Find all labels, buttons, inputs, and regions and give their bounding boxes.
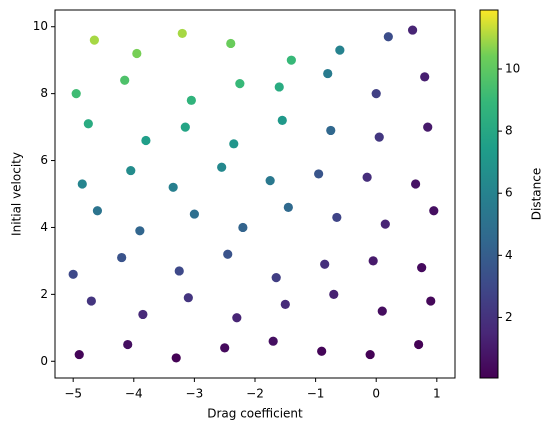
point <box>407 25 418 35</box>
point <box>74 349 84 360</box>
point <box>329 289 339 299</box>
point <box>138 309 148 320</box>
point <box>426 296 436 306</box>
colorbar-label: Distance <box>530 168 544 220</box>
point <box>232 313 242 323</box>
point <box>177 28 187 39</box>
x-tick-label: −5 <box>64 387 82 401</box>
point <box>77 179 87 189</box>
point <box>117 252 127 263</box>
point <box>92 206 103 216</box>
y-axis-label: Initial velocity <box>10 152 24 236</box>
point <box>383 32 393 42</box>
x-axis-label: Drag coefficient <box>207 407 303 421</box>
y-tick-label: 8 <box>40 86 48 100</box>
point <box>411 179 421 189</box>
point <box>89 35 99 45</box>
x-tick-label: −3 <box>186 387 204 401</box>
point <box>223 249 233 259</box>
x-tick-label: 1 <box>433 387 441 401</box>
x-tick-label: −4 <box>125 387 143 401</box>
point <box>226 38 236 49</box>
point <box>377 306 387 316</box>
point <box>120 75 130 85</box>
y-tick-label: 10 <box>33 19 48 33</box>
point <box>135 226 145 236</box>
point <box>414 339 424 350</box>
point <box>189 209 199 219</box>
point <box>374 132 384 142</box>
colorbar-tick-label: 8 <box>505 124 513 138</box>
point <box>141 135 151 146</box>
colorbar-tick-label: 10 <box>505 62 520 76</box>
colorbar-tick-label: 2 <box>505 310 513 324</box>
colorbar <box>479 9 499 379</box>
point <box>332 212 342 223</box>
point <box>132 48 142 59</box>
y-tick-label: 6 <box>40 153 48 167</box>
point <box>423 122 433 132</box>
point <box>229 139 239 149</box>
point <box>126 165 136 176</box>
point <box>83 119 93 129</box>
x-tick-label: −1 <box>307 387 325 401</box>
y-tick-label: 2 <box>40 287 48 301</box>
point <box>271 273 281 283</box>
point <box>220 343 230 353</box>
point <box>335 45 345 55</box>
x-tick-label: 0 <box>372 387 380 401</box>
point <box>420 72 430 82</box>
point <box>280 299 290 309</box>
point <box>235 79 245 89</box>
point <box>265 176 275 186</box>
point <box>68 269 78 279</box>
point <box>71 89 81 99</box>
point <box>429 206 439 216</box>
plot-frame <box>54 9 456 379</box>
point <box>217 162 227 172</box>
point <box>286 55 296 65</box>
point <box>277 115 287 125</box>
point <box>174 266 184 276</box>
x-tick-label: −2 <box>246 387 264 401</box>
point <box>238 222 248 233</box>
point <box>283 202 293 212</box>
point <box>180 122 190 132</box>
point <box>274 82 284 92</box>
point <box>326 125 336 136</box>
point <box>123 339 133 350</box>
point <box>171 353 181 363</box>
point <box>168 182 178 192</box>
colorbar-tick-label: 6 <box>505 186 513 200</box>
point <box>320 259 330 269</box>
point <box>268 336 278 346</box>
point <box>317 346 327 356</box>
point <box>314 169 324 179</box>
point <box>362 172 372 182</box>
point <box>323 68 333 79</box>
point <box>417 263 427 273</box>
point <box>183 293 193 303</box>
point <box>186 95 196 105</box>
point <box>380 219 390 229</box>
y-tick-label: 0 <box>40 354 48 368</box>
point <box>86 296 96 306</box>
y-tick-label: 4 <box>40 220 48 234</box>
point <box>365 349 375 360</box>
colorbar-tick-label: 4 <box>505 248 513 262</box>
point <box>371 89 381 99</box>
point <box>368 256 378 266</box>
